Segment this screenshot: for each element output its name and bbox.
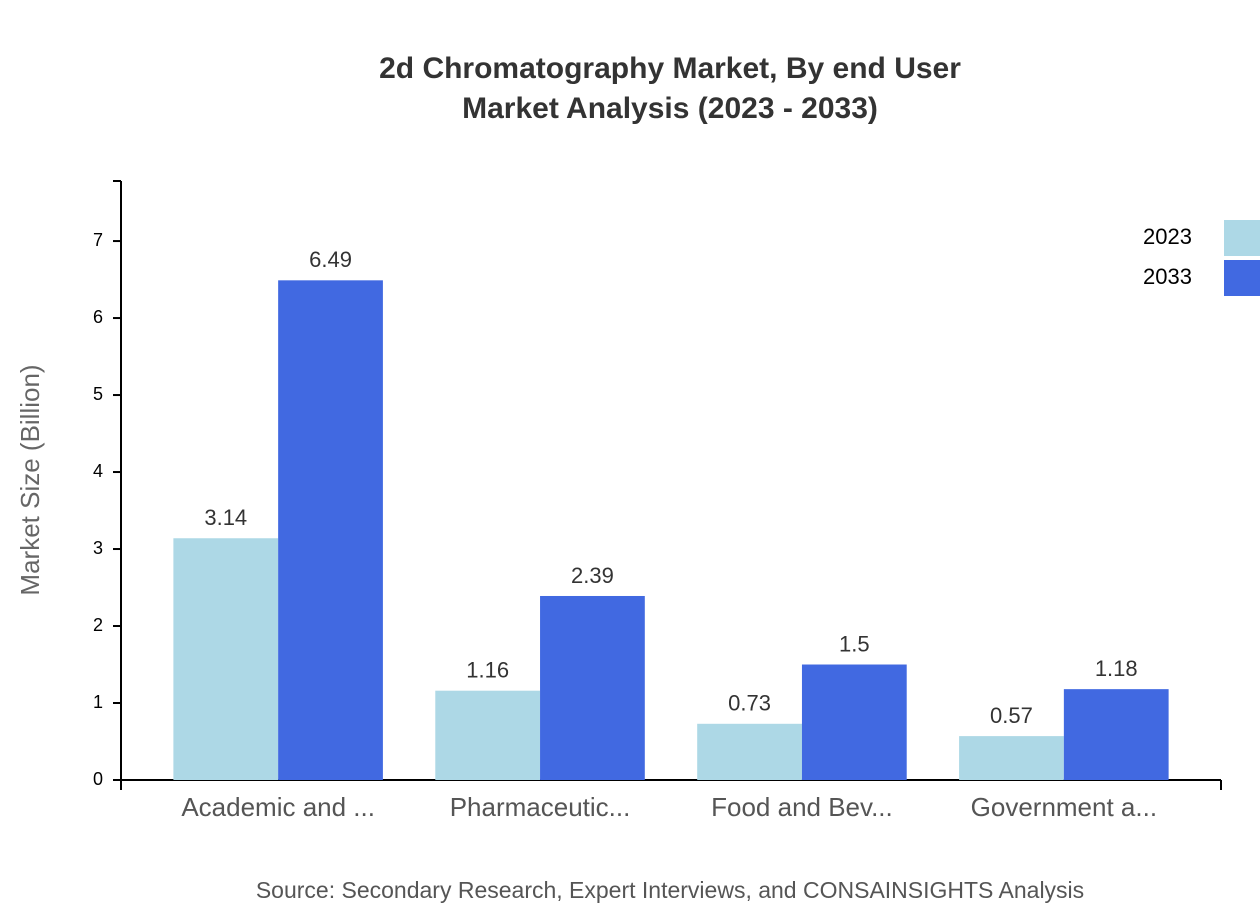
value-label: 3.14 bbox=[204, 505, 247, 530]
x-tick-label: Pharmaceutic... bbox=[450, 792, 631, 822]
bar bbox=[278, 280, 383, 780]
value-label: 6.49 bbox=[309, 247, 352, 272]
x-tick-label: Government a... bbox=[971, 792, 1157, 822]
chart-title: 2d Chromatography Market, By end User bbox=[379, 52, 961, 85]
y-tick-label: 5 bbox=[93, 384, 103, 404]
legend-swatch bbox=[1224, 220, 1260, 256]
y-tick-label: 4 bbox=[93, 461, 103, 481]
y-tick-label: 3 bbox=[93, 538, 103, 558]
x-tick-label: Academic and ... bbox=[181, 792, 375, 822]
value-label: 0.57 bbox=[990, 703, 1033, 728]
x-tick-label: Food and Bev... bbox=[711, 792, 893, 822]
bar bbox=[173, 538, 279, 780]
bar bbox=[801, 664, 907, 780]
legend-label: 2033 bbox=[1143, 264, 1192, 289]
chart-subtitle: Market Analysis (2023 - 2033) bbox=[462, 92, 878, 125]
y-tick-label: 2 bbox=[93, 615, 103, 635]
y-tick-label: 7 bbox=[93, 230, 103, 250]
bar bbox=[435, 690, 541, 780]
source-note: Source: Secondary Research, Expert Inter… bbox=[256, 877, 1084, 903]
legend-label: 2023 bbox=[1143, 224, 1192, 249]
bar bbox=[959, 736, 1064, 780]
value-label: 1.16 bbox=[466, 658, 509, 683]
value-label: 0.73 bbox=[728, 691, 771, 716]
y-tick-label: 0 bbox=[93, 769, 103, 789]
bar bbox=[540, 595, 645, 780]
bar bbox=[697, 723, 802, 780]
legend-swatch bbox=[1224, 260, 1260, 296]
value-label: 2.39 bbox=[571, 563, 614, 588]
value-label: 1.18 bbox=[1095, 656, 1138, 681]
y-tick-label: 1 bbox=[93, 692, 103, 712]
bar bbox=[1063, 689, 1169, 780]
y-tick-label: 6 bbox=[93, 307, 103, 327]
y-axis-label: Market Size (Billion) bbox=[15, 364, 45, 595]
value-label: 1.5 bbox=[839, 631, 870, 656]
